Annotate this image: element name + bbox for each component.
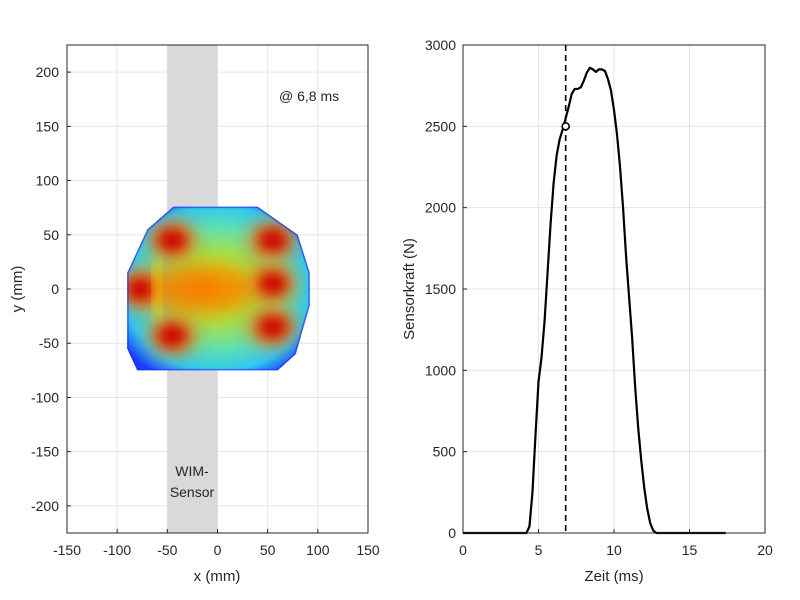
footprint-rim xyxy=(127,206,310,371)
heatmap-y-tick-label: -150 xyxy=(31,444,59,460)
force-y-axis-label: Sensorkraft (N) xyxy=(401,238,418,340)
force-x-tick-label: 0 xyxy=(459,542,467,558)
force-time-panel: 0 5 10 15 20 0 500 1000 1500 2000 2500 3000 Zeit (m… xyxy=(401,37,773,585)
force-y-tick-label: 0 xyxy=(448,525,456,541)
force-ticks: 0 5 10 15 20 0 500 1000 1500 2000 2500 3000 xyxy=(425,37,773,558)
pressure-hotspot-core xyxy=(127,278,155,300)
heatmap-y-tick-label: 150 xyxy=(36,118,60,134)
heatmap-y-axis-label: y (mm) xyxy=(9,266,26,313)
sensor-label-line2: Sensor xyxy=(170,484,215,500)
heatmap-ticks: -150 -100 -50 0 50 100 150 -200 -150 -100 -50 0 50 10… xyxy=(31,64,380,558)
heatmap-y-tick-label: 200 xyxy=(36,64,60,80)
pressure-hotspot-core xyxy=(158,229,187,252)
force-y-tick-label: 500 xyxy=(433,444,457,460)
force-y-tick-label: 3000 xyxy=(425,37,456,53)
pressure-heatmap-panel: -150 -100 -50 0 50 100 150 -200 -150 -100 -50 0 50 10… xyxy=(9,44,380,585)
heatmap-x-tick-label: 150 xyxy=(356,542,380,558)
sensor-label-line1: WIM- xyxy=(175,463,209,479)
force-y-tick-label: 2000 xyxy=(425,200,456,216)
pressure-hotspot-core xyxy=(258,272,287,295)
force-x-tick-label: 10 xyxy=(606,542,622,558)
time-annotation: @ 6,8 ms xyxy=(279,88,339,104)
force-y-tick-label: 1000 xyxy=(425,362,456,378)
heatmap-x-tick-label: -50 xyxy=(157,542,177,558)
pressure-hotspot-halo xyxy=(192,271,253,307)
force-y-tick-label: 1500 xyxy=(425,281,456,297)
pressure-footprint xyxy=(127,206,310,371)
pressure-stripe xyxy=(154,258,161,320)
heatmap-x-axis-label: x (mm) xyxy=(194,568,241,585)
heatmap-y-tick-label: 0 xyxy=(51,281,59,297)
heatmap-y-tick-label: -50 xyxy=(39,335,59,351)
force-x-tick-label: 20 xyxy=(757,542,773,558)
pressure-hotspot-core xyxy=(158,324,187,347)
heatmap-x-tick-label: -150 xyxy=(53,542,81,558)
heatmap-y-tick-label: -200 xyxy=(31,498,59,514)
force-series-line xyxy=(463,66,726,535)
heatmap-x-tick-label: 0 xyxy=(214,542,222,558)
heatmap-y-tick-label: 100 xyxy=(36,173,60,189)
heatmap-y-tick-label: 50 xyxy=(43,227,59,243)
heatmap-y-tick-label: -100 xyxy=(31,389,59,405)
pressure-hotspot-core xyxy=(258,229,287,252)
time-marker-point xyxy=(561,122,570,131)
force-x-tick-label: 15 xyxy=(682,542,698,558)
force-x-axis-label: Zeit (ms) xyxy=(584,568,643,585)
heatmap-x-tick-label: -100 xyxy=(103,542,131,558)
heatmap-x-tick-label: 50 xyxy=(260,542,276,558)
force-x-tick-label: 5 xyxy=(535,542,543,558)
heatmap-x-tick-label: 100 xyxy=(306,542,330,558)
force-y-tick-label: 2500 xyxy=(425,118,456,134)
pressure-hotspot-core xyxy=(258,315,287,338)
